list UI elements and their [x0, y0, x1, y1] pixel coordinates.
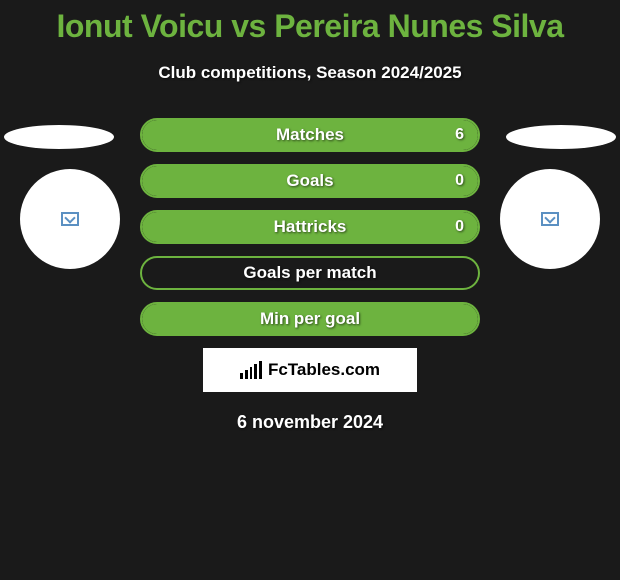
- page-subtitle: Club competitions, Season 2024/2025: [0, 63, 620, 83]
- stat-label: Goals per match: [243, 263, 376, 283]
- stat-row: Min per goal: [140, 302, 480, 336]
- stat-label: Min per goal: [260, 309, 360, 329]
- image-placeholder-icon: [61, 212, 79, 226]
- player-right-avatar: [500, 169, 600, 269]
- logo-content: FcTables.com: [240, 360, 380, 380]
- player-right-block: [500, 125, 620, 269]
- page-title: Ionut Voicu vs Pereira Nunes Silva: [0, 0, 620, 45]
- stat-value: 0: [455, 172, 464, 190]
- stat-row: Goals per match: [140, 256, 480, 290]
- player-left-name-oval: [4, 125, 114, 149]
- image-placeholder-icon: [541, 212, 559, 226]
- stat-value: 0: [455, 218, 464, 236]
- stat-row: Goals 0: [140, 164, 480, 198]
- stat-label: Goals: [286, 171, 333, 191]
- player-left-block: [0, 125, 120, 269]
- player-left-avatar: [20, 169, 120, 269]
- player-right-name-oval: [506, 125, 616, 149]
- stat-value: 6: [455, 126, 464, 144]
- stat-label: Matches: [276, 125, 344, 145]
- logo-bars-icon: [240, 361, 262, 379]
- stat-row: Matches 6: [140, 118, 480, 152]
- logo-text: FcTables.com: [268, 360, 380, 380]
- footer-date: 6 november 2024: [0, 412, 620, 433]
- stats-container: Matches 6 Goals 0 Hattricks 0 Goals per match M…: [140, 118, 480, 336]
- stat-row: Hattricks 0: [140, 210, 480, 244]
- stat-label: Hattricks: [274, 217, 347, 237]
- logo-box: FcTables.com: [203, 348, 417, 392]
